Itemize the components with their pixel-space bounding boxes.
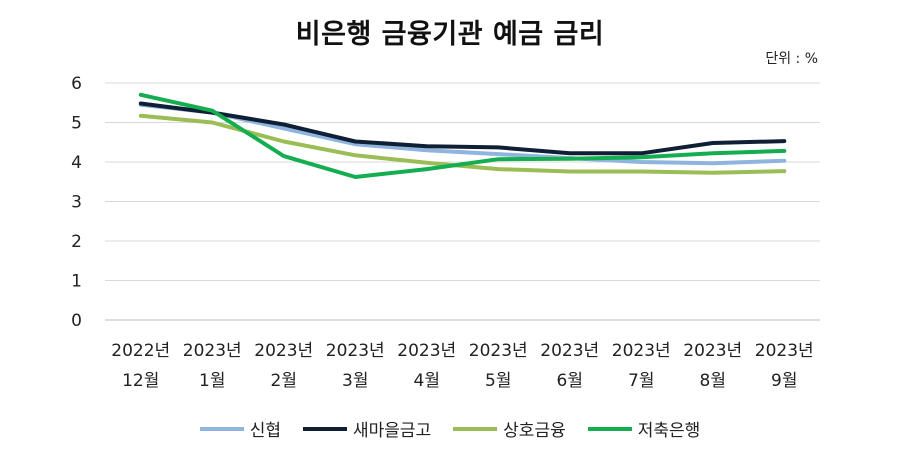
x-tick-label-year: 2023년 — [397, 341, 456, 361]
series-line-4 — [138, 92, 787, 179]
x-tick-label-month: 6월 — [557, 371, 583, 391]
legend-swatch — [453, 426, 498, 431]
legend-label: 저축은행 — [637, 421, 701, 441]
x-tick-label-year: 2023년 — [326, 341, 385, 361]
y-tick-label: 3 — [71, 193, 82, 213]
x-tick-label-month: 4월 — [414, 371, 440, 391]
x-tick-label-month: 8월 — [700, 371, 726, 391]
legend-item-3: 상호금융 — [453, 416, 566, 441]
x-tick-label-year: 2023년 — [612, 341, 671, 361]
unit-label: 단위 : % — [765, 51, 818, 67]
x-tick-label-month: 5월 — [485, 371, 511, 391]
legend: 신협 새마을금고 상호금융 저축은행 — [0, 416, 900, 441]
x-tick-label-year: 2023년 — [683, 341, 742, 361]
y-tick-label: 2 — [71, 232, 82, 252]
y-axis-ticks: 0 1 2 3 4 5 6 — [71, 74, 82, 331]
y-tick-label: 5 — [71, 114, 82, 134]
x-tick-label-month: 1월 — [199, 371, 225, 391]
x-tick-label-year: 2023년 — [540, 341, 599, 361]
legend-label: 상호금융 — [503, 421, 566, 441]
x-tick-label-month: 3월 — [342, 371, 368, 391]
x-tick-label-month: 2월 — [271, 371, 297, 391]
series-layer — [138, 92, 787, 179]
legend-swatch — [199, 426, 244, 431]
legend-item-1: 신협 — [199, 416, 281, 441]
x-tick-label-month: 7월 — [628, 371, 654, 391]
x-tick-label-year: 2023년 — [254, 341, 313, 361]
legend-swatch — [587, 426, 632, 431]
x-tick-label-year: 2023년 — [183, 341, 242, 361]
x-tick-label-year: 2022년 — [111, 341, 170, 361]
x-tick-label-month: 12월 — [122, 371, 159, 391]
y-tick-label: 4 — [71, 153, 82, 173]
x-tick-label-year: 2023년 — [755, 341, 814, 361]
legend-label: 신협 — [249, 421, 281, 441]
series-line-2 — [138, 101, 787, 156]
y-tick-label: 0 — [71, 311, 82, 331]
chart-title: 비은행 금융기관 예금 금리 — [295, 19, 605, 50]
legend-swatch — [302, 426, 347, 431]
x-axis-ticks: 2022년 12월 2023년 1월 2023년 2월 2023년 3월 2023년 4월 2023… — [111, 341, 813, 391]
x-tick-label-year: 2023년 — [469, 341, 528, 361]
legend-item-4: 저축은행 — [587, 416, 701, 441]
y-tick-label: 1 — [71, 272, 82, 292]
legend-label: 새마을금고 — [352, 421, 432, 441]
x-tick-label-month: 9월 — [771, 371, 797, 391]
legend-item-2: 새마을금고 — [302, 416, 432, 441]
y-tick-label: 6 — [71, 74, 82, 94]
grid-layer — [105, 82, 820, 321]
